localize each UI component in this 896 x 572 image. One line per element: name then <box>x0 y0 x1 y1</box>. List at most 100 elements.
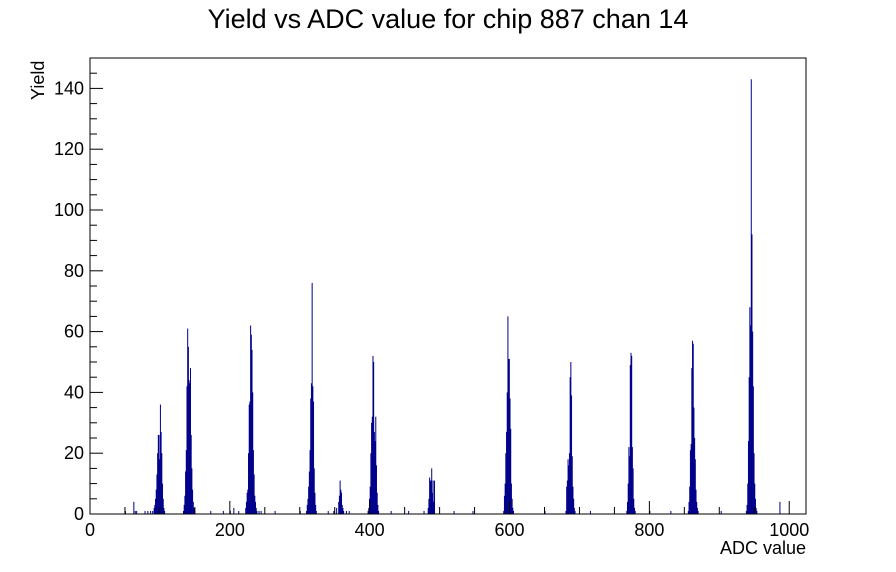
histogram-bin <box>569 377 571 514</box>
histogram-bin <box>147 510 149 514</box>
y-tick-label: 0 <box>74 504 84 524</box>
x-tick-label: 400 <box>355 520 385 540</box>
histogram-bin <box>184 495 186 514</box>
histogram-bin <box>189 383 191 514</box>
histogram-bin <box>154 504 156 514</box>
histogram-bin <box>372 355 374 514</box>
histogram-bin <box>247 489 249 514</box>
histogram-bin <box>308 471 310 514</box>
histogram-bin <box>503 510 505 514</box>
histogram-bin <box>183 504 185 514</box>
histogram-bin <box>370 453 372 514</box>
histogram-bin <box>299 510 301 514</box>
histogram-bin <box>506 392 508 514</box>
histogram-bin <box>164 510 166 514</box>
histogram-bin <box>696 507 698 514</box>
histogram-bin <box>150 510 152 514</box>
histogram-bin <box>430 480 432 514</box>
histogram-bin <box>750 79 752 514</box>
histogram-bin <box>429 480 431 514</box>
histogram-bin <box>157 453 159 514</box>
histogram-bin <box>753 453 755 514</box>
histogram-bin <box>252 392 254 514</box>
y-tick-label: 60 <box>64 322 84 342</box>
histogram-bin <box>152 510 154 514</box>
histogram-bin <box>627 483 629 514</box>
histogram-bin <box>153 507 155 514</box>
histogram-bin <box>427 507 429 514</box>
histogram-bin <box>589 510 591 514</box>
x-tick-label: 1000 <box>769 520 809 540</box>
histogram-bin <box>429 477 431 514</box>
histogram-bin <box>568 465 570 514</box>
histogram-bin <box>510 483 512 514</box>
histogram-bins <box>124 79 781 514</box>
histogram-bin <box>513 510 515 514</box>
histogram-bin <box>506 431 508 514</box>
histogram-bin <box>693 407 695 514</box>
histogram-bin <box>155 498 157 514</box>
histogram-bin <box>509 398 511 514</box>
histogram-bin <box>188 380 190 514</box>
histogram-bin <box>571 395 573 514</box>
chart-title: Yield vs ADC value for chip 887 chan 14 <box>207 4 689 34</box>
plot-frame <box>89 57 807 515</box>
histogram-bin <box>431 492 433 514</box>
histogram-bin <box>720 510 722 514</box>
histogram-bin <box>432 480 434 514</box>
x-tick-label: 600 <box>495 520 525 540</box>
histogram-bin <box>340 489 342 514</box>
histogram-bin <box>423 510 425 514</box>
histogram-bin <box>507 316 509 514</box>
histogram-bin <box>428 498 430 514</box>
histogram-bin <box>158 434 160 514</box>
histogram-bin <box>327 510 329 514</box>
histogram-bin <box>696 501 698 514</box>
histogram-bin <box>566 486 568 514</box>
y-tick-label: 120 <box>54 139 84 159</box>
histogram-bin <box>453 510 455 514</box>
histogram-bin <box>371 416 373 514</box>
histogram-bin <box>567 459 569 514</box>
histogram-bin <box>343 510 345 514</box>
histogram-bin <box>692 340 694 514</box>
histogram-bin <box>505 453 507 514</box>
histogram-bin <box>670 510 672 514</box>
histogram-bin <box>251 349 253 514</box>
histogram-bin <box>689 450 691 514</box>
histogram-bin <box>752 331 754 514</box>
histogram-bin <box>690 444 692 514</box>
histogram-bin <box>433 501 435 514</box>
histogram-bin <box>162 483 164 514</box>
histogram-bin <box>245 501 247 514</box>
histogram-bin <box>508 358 510 514</box>
y-tick-label: 140 <box>54 78 84 98</box>
histogram-bin <box>311 282 313 514</box>
histogram-bin <box>568 453 570 514</box>
histogram-bin <box>260 510 262 514</box>
histogram-bin <box>306 510 308 514</box>
histogram-bin <box>694 459 696 514</box>
histogram-bin <box>695 489 697 514</box>
histogram-bin <box>749 307 751 514</box>
histogram-bin <box>627 501 628 514</box>
histogram-bin <box>248 404 250 514</box>
histogram-bin <box>779 501 781 514</box>
histogram-bin <box>367 510 369 514</box>
histogram-bin <box>632 468 634 514</box>
histogram-bin <box>313 401 315 514</box>
histogram-bin <box>573 498 575 514</box>
x-tick-label: 800 <box>634 520 664 540</box>
histogram-bin <box>248 453 250 514</box>
histogram-bin <box>246 492 248 514</box>
histogram-bin <box>161 453 163 514</box>
x-axis-label: ADC value <box>720 538 806 558</box>
histogram-bin <box>341 504 343 514</box>
histogram-bin <box>633 498 635 514</box>
histogram-bin <box>254 495 256 514</box>
histogram-bin <box>375 416 377 514</box>
histogram-bin <box>373 362 375 514</box>
histogram-bin <box>348 510 350 514</box>
histogram-bin <box>310 398 312 514</box>
x-tick-label: 200 <box>215 520 245 540</box>
